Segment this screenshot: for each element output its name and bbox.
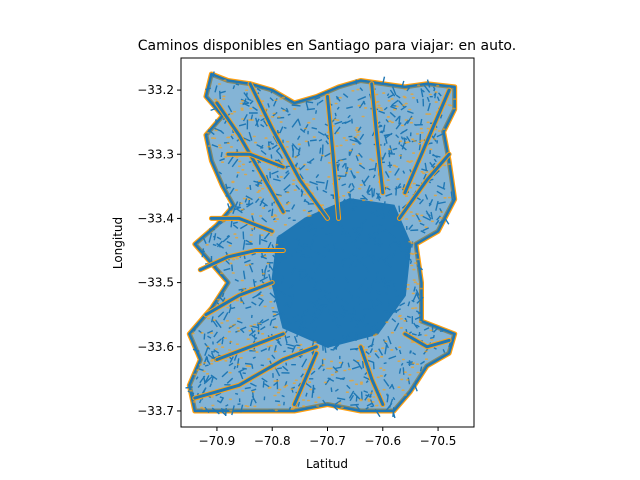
road-branch [193, 345, 318, 400]
y-tick-label: −33.7 [137, 404, 174, 418]
x-tick-label: −70.7 [309, 434, 346, 448]
road-branch [198, 249, 285, 272]
x-tick-label: −70.6 [364, 434, 401, 448]
road-branch [204, 281, 274, 317]
road-branch [226, 152, 285, 169]
street-texture [185, 71, 457, 419]
x-tick-label: −70.5 [420, 434, 457, 448]
y-tick-label: −33.6 [137, 340, 174, 354]
chart-title: Caminos disponibles en Santiago para via… [138, 38, 516, 54]
x-axis-ticks: −70.9 −70.8 −70.7 −70.6 −70.5 [199, 427, 457, 448]
y-axis-ticks: −33.2 −33.3 −33.4 −33.5 −33.6 −33.7 [137, 83, 181, 418]
road-branch [209, 216, 274, 233]
road-branch [397, 152, 451, 220]
y-axis-label: Longitud [111, 217, 125, 269]
road-branch [292, 351, 318, 406]
y-tick-label: −33.4 [137, 211, 174, 225]
road-branch [326, 95, 341, 220]
road-network [185, 71, 458, 419]
x-axis-label: Latitud [306, 457, 348, 471]
road-branch [370, 82, 385, 195]
y-tick-label: −33.2 [137, 83, 174, 97]
y-tick-label: −33.5 [137, 276, 174, 290]
road-branch [403, 88, 451, 195]
x-tick-label: −70.9 [199, 434, 236, 448]
road-branch [403, 332, 451, 349]
road-branch [359, 345, 385, 406]
y-tick-label: −33.3 [137, 147, 174, 161]
road-branch [248, 82, 329, 220]
x-tick-label: −70.8 [254, 434, 291, 448]
road-branch [215, 332, 285, 362]
